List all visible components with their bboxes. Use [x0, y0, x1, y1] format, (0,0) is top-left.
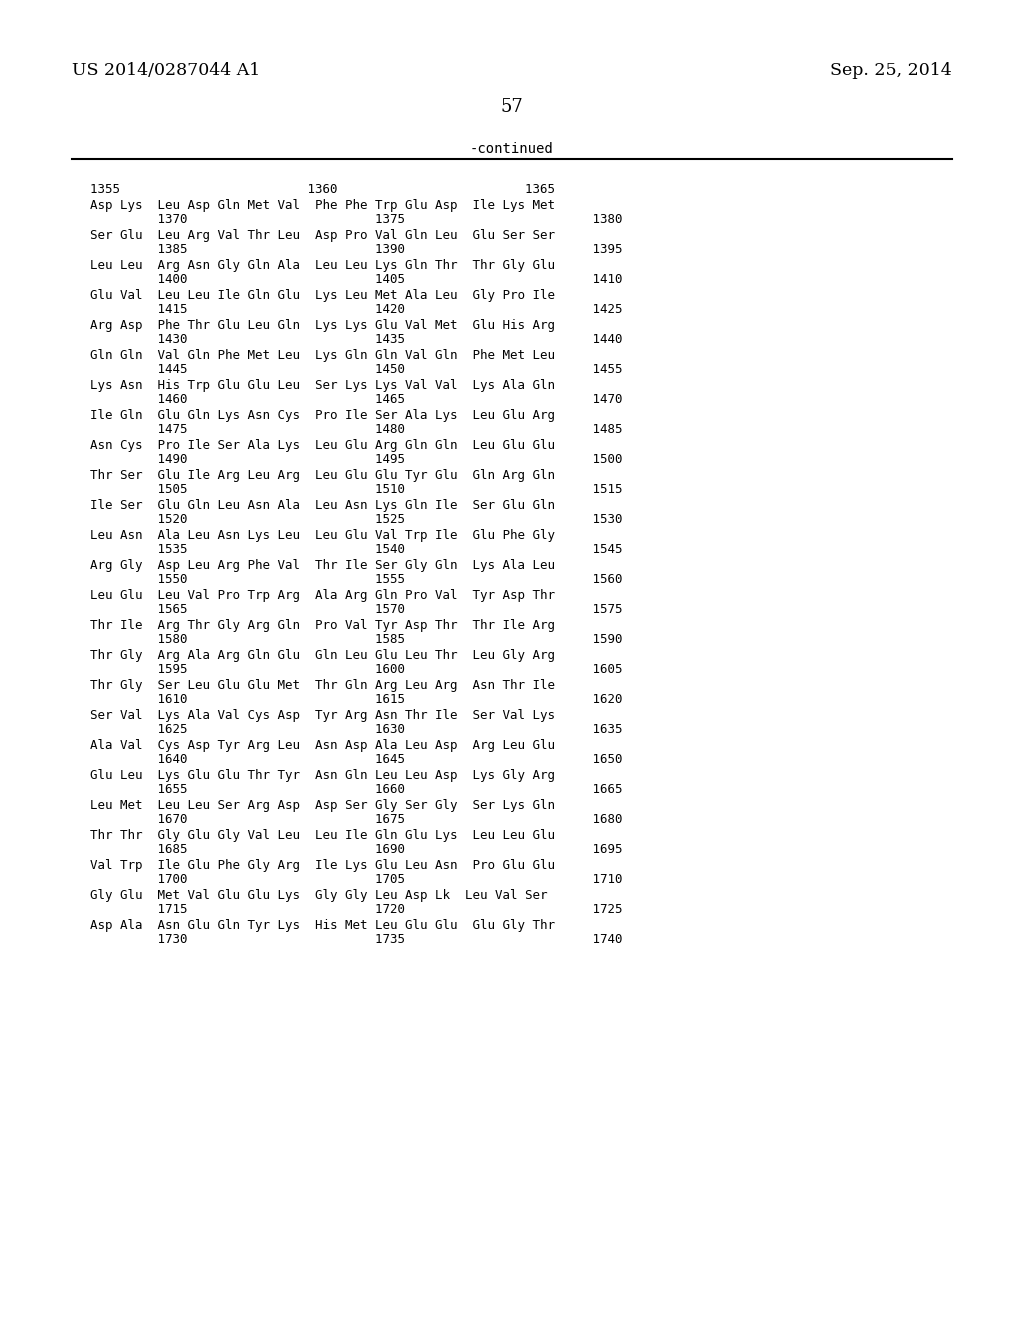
Text: Leu Leu  Arg Asn Gly Gln Ala  Leu Leu Lys Gln Thr  Thr Gly Glu: Leu Leu Arg Asn Gly Gln Ala Leu Leu Lys …: [90, 259, 555, 272]
Text: Ser Val  Lys Ala Val Cys Asp  Tyr Arg Asn Thr Ile  Ser Val Lys: Ser Val Lys Ala Val Cys Asp Tyr Arg Asn …: [90, 709, 555, 722]
Text: Gly Glu  Met Val Glu Glu Lys  Gly Gly Leu Asp Lk  Leu Val Ser: Gly Glu Met Val Glu Glu Lys Gly Gly Leu …: [90, 888, 548, 902]
Text: 1685                         1690                         1695: 1685 1690 1695: [90, 843, 623, 855]
Text: 1625                         1630                         1635: 1625 1630 1635: [90, 723, 623, 737]
Text: Gln Gln  Val Gln Phe Met Leu  Lys Gln Gln Val Gln  Phe Met Leu: Gln Gln Val Gln Phe Met Leu Lys Gln Gln …: [90, 348, 555, 362]
Text: US 2014/0287044 A1: US 2014/0287044 A1: [72, 62, 260, 79]
Text: 1550                         1555                         1560: 1550 1555 1560: [90, 573, 623, 586]
Text: 57: 57: [501, 98, 523, 116]
Text: 1580                         1585                         1590: 1580 1585 1590: [90, 634, 623, 645]
Text: 1355                         1360                         1365: 1355 1360 1365: [90, 183, 555, 195]
Text: Lys Asn  His Trp Glu Glu Leu  Ser Lys Lys Val Val  Lys Ala Gln: Lys Asn His Trp Glu Glu Leu Ser Lys Lys …: [90, 379, 555, 392]
Text: Asp Lys  Leu Asp Gln Met Val  Phe Phe Trp Glu Asp  Ile Lys Met: Asp Lys Leu Asp Gln Met Val Phe Phe Trp …: [90, 199, 555, 213]
Text: 1595                         1600                         1605: 1595 1600 1605: [90, 663, 623, 676]
Text: Glu Leu  Lys Glu Glu Thr Tyr  Asn Gln Leu Leu Asp  Lys Gly Arg: Glu Leu Lys Glu Glu Thr Tyr Asn Gln Leu …: [90, 770, 555, 781]
Text: Val Trp  Ile Glu Phe Gly Arg  Ile Lys Glu Leu Asn  Pro Glu Glu: Val Trp Ile Glu Phe Gly Arg Ile Lys Glu …: [90, 859, 555, 873]
Text: -continued: -continued: [470, 143, 554, 156]
Text: 1505                         1510                         1515: 1505 1510 1515: [90, 483, 623, 496]
Text: 1415                         1420                         1425: 1415 1420 1425: [90, 304, 623, 315]
Text: Leu Met  Leu Leu Ser Arg Asp  Asp Ser Gly Ser Gly  Ser Lys Gln: Leu Met Leu Leu Ser Arg Asp Asp Ser Gly …: [90, 799, 555, 812]
Text: 1730                         1735                         1740: 1730 1735 1740: [90, 933, 623, 946]
Text: Ser Glu  Leu Arg Val Thr Leu  Asp Pro Val Gln Leu  Glu Ser Ser: Ser Glu Leu Arg Val Thr Leu Asp Pro Val …: [90, 228, 555, 242]
Text: Leu Asn  Ala Leu Asn Lys Leu  Leu Glu Val Trp Ile  Glu Phe Gly: Leu Asn Ala Leu Asn Lys Leu Leu Glu Val …: [90, 529, 555, 543]
Text: 1475                         1480                         1485: 1475 1480 1485: [90, 422, 623, 436]
Text: Glu Val  Leu Leu Ile Gln Glu  Lys Leu Met Ala Leu  Gly Pro Ile: Glu Val Leu Leu Ile Gln Glu Lys Leu Met …: [90, 289, 555, 302]
Text: Leu Glu  Leu Val Pro Trp Arg  Ala Arg Gln Pro Val  Tyr Asp Thr: Leu Glu Leu Val Pro Trp Arg Ala Arg Gln …: [90, 589, 555, 602]
Text: 1640                         1645                         1650: 1640 1645 1650: [90, 752, 623, 766]
Text: Arg Gly  Asp Leu Arg Phe Val  Thr Ile Ser Gly Gln  Lys Ala Leu: Arg Gly Asp Leu Arg Phe Val Thr Ile Ser …: [90, 558, 555, 572]
Text: Ala Val  Cys Asp Tyr Arg Leu  Asn Asp Ala Leu Asp  Arg Leu Glu: Ala Val Cys Asp Tyr Arg Leu Asn Asp Ala …: [90, 739, 555, 752]
Text: Thr Ser  Glu Ile Arg Leu Arg  Leu Glu Glu Tyr Glu  Gln Arg Gln: Thr Ser Glu Ile Arg Leu Arg Leu Glu Glu …: [90, 469, 555, 482]
Text: Asp Ala  Asn Glu Gln Tyr Lys  His Met Leu Glu Glu  Glu Gly Thr: Asp Ala Asn Glu Gln Tyr Lys His Met Leu …: [90, 919, 555, 932]
Text: Thr Thr  Gly Glu Gly Val Leu  Leu Ile Gln Glu Lys  Leu Leu Glu: Thr Thr Gly Glu Gly Val Leu Leu Ile Gln …: [90, 829, 555, 842]
Text: 1370                         1375                         1380: 1370 1375 1380: [90, 213, 623, 226]
Text: 1385                         1390                         1395: 1385 1390 1395: [90, 243, 623, 256]
Text: 1490                         1495                         1500: 1490 1495 1500: [90, 453, 623, 466]
Text: Asn Cys  Pro Ile Ser Ala Lys  Leu Glu Arg Gln Gln  Leu Glu Glu: Asn Cys Pro Ile Ser Ala Lys Leu Glu Arg …: [90, 440, 555, 451]
Text: 1565                         1570                         1575: 1565 1570 1575: [90, 603, 623, 616]
Text: 1400                         1405                         1410: 1400 1405 1410: [90, 273, 623, 286]
Text: Ile Gln  Glu Gln Lys Asn Cys  Pro Ile Ser Ala Lys  Leu Glu Arg: Ile Gln Glu Gln Lys Asn Cys Pro Ile Ser …: [90, 409, 555, 422]
Text: 1715                         1720                         1725: 1715 1720 1725: [90, 903, 623, 916]
Text: Thr Ile  Arg Thr Gly Arg Gln  Pro Val Tyr Asp Thr  Thr Ile Arg: Thr Ile Arg Thr Gly Arg Gln Pro Val Tyr …: [90, 619, 555, 632]
Text: 1535                         1540                         1545: 1535 1540 1545: [90, 543, 623, 556]
Text: 1700                         1705                         1710: 1700 1705 1710: [90, 873, 623, 886]
Text: 1445                         1450                         1455: 1445 1450 1455: [90, 363, 623, 376]
Text: 1430                         1435                         1440: 1430 1435 1440: [90, 333, 623, 346]
Text: 1670                         1675                         1680: 1670 1675 1680: [90, 813, 623, 826]
Text: Thr Gly  Ser Leu Glu Glu Met  Thr Gln Arg Leu Arg  Asn Thr Ile: Thr Gly Ser Leu Glu Glu Met Thr Gln Arg …: [90, 678, 555, 692]
Text: Ile Ser  Glu Gln Leu Asn Ala  Leu Asn Lys Gln Ile  Ser Glu Gln: Ile Ser Glu Gln Leu Asn Ala Leu Asn Lys …: [90, 499, 555, 512]
Text: 1610                         1615                         1620: 1610 1615 1620: [90, 693, 623, 706]
Text: 1520                         1525                         1530: 1520 1525 1530: [90, 513, 623, 525]
Text: 1655                         1660                         1665: 1655 1660 1665: [90, 783, 623, 796]
Text: Thr Gly  Arg Ala Arg Gln Glu  Gln Leu Glu Leu Thr  Leu Gly Arg: Thr Gly Arg Ala Arg Gln Glu Gln Leu Glu …: [90, 649, 555, 663]
Text: Sep. 25, 2014: Sep. 25, 2014: [830, 62, 952, 79]
Text: Arg Asp  Phe Thr Glu Leu Gln  Lys Lys Glu Val Met  Glu His Arg: Arg Asp Phe Thr Glu Leu Gln Lys Lys Glu …: [90, 319, 555, 333]
Text: 1460                         1465                         1470: 1460 1465 1470: [90, 393, 623, 407]
